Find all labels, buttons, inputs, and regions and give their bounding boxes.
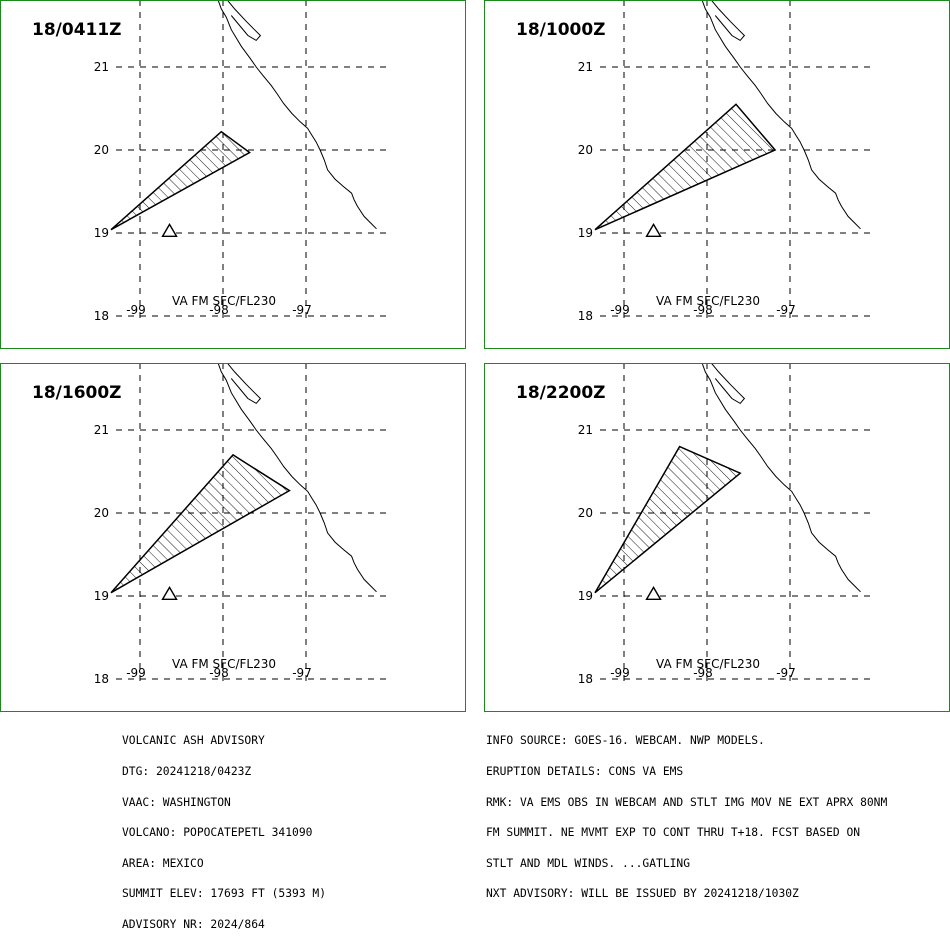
- flight-level-label: VA FM SFC/FL230: [656, 294, 760, 308]
- map-canvas: 21 20 19 18 -99 -98 -97 VA FM SFC/FL230: [578, 1, 870, 323]
- volcano-icon: [161, 222, 178, 238]
- panel-time-label: 18/1600Z: [32, 383, 122, 403]
- volcano-icon: [161, 585, 178, 601]
- lon-tick-label: -97: [292, 303, 312, 317]
- advisory-line: VOLCANIC ASH ADVISORY: [122, 734, 265, 748]
- advisory-line: ADVISORY NR: 2024/864: [122, 917, 265, 931]
- lagoon-outline: [711, 364, 746, 405]
- map-canvas: 21 20 19 18 -99 -98 -97 VA FM SFC/FL230: [578, 364, 870, 686]
- flight-level-label: VA FM SFC/FL230: [172, 657, 276, 671]
- advisory-line: INFO SOURCE: GOES-16. WEBCAM. NWP MODELS…: [486, 734, 765, 748]
- map-canvas: 21 20 19 18 -99 -98 -97 VA FM SFC/FL230: [94, 364, 386, 686]
- map-layer: [110, 1, 386, 318]
- advisory-line: DTG: 20241218/0423Z: [122, 765, 252, 778]
- lagoon-outline: [227, 364, 262, 405]
- volcano-icon: [645, 222, 662, 238]
- lon-tick-label: -98: [693, 303, 713, 317]
- ash-cloud-polygon: [594, 103, 777, 231]
- lagoon-outline: [227, 1, 262, 42]
- lat-tick-label: 18: [578, 309, 593, 323]
- lon-tick-label: -98: [693, 666, 713, 680]
- lon-tick-label: -99: [126, 666, 146, 680]
- advisory-line: ERUPTION DETAILS: CONS VA EMS: [486, 765, 684, 778]
- forecast-panels: 21 20 19 18 -99 -98 -97 VA FM SFC/FL230 21 20 19 18…: [0, 0, 950, 712]
- advisory-text-right: INFO SOURCE: GOES-16. WEBCAM. NWP MODELS…: [486, 716, 887, 910]
- lon-tick-label: -99: [610, 666, 630, 680]
- map-layer: [110, 364, 386, 681]
- lat-tick-label: 20: [578, 506, 593, 520]
- advisory-line: RMK: VA EMS OBS IN WEBCAM AND STLT IMG M…: [486, 795, 888, 809]
- lat-tick-label: 21: [578, 60, 593, 74]
- volcano-icon: [645, 585, 662, 601]
- lat-tick-label: 20: [578, 143, 593, 157]
- lat-tick-label: 21: [94, 423, 109, 437]
- ash-cloud-polygon: [110, 453, 291, 594]
- coastline: [701, 1, 861, 230]
- lat-tick-label: 18: [578, 672, 593, 686]
- lat-tick-label: 20: [94, 143, 109, 157]
- coastline: [217, 364, 377, 593]
- panel-time-label: 18/1000Z: [516, 20, 606, 40]
- flight-level-label: VA FM SFC/FL230: [656, 657, 760, 671]
- lon-tick-label: -97: [292, 666, 312, 680]
- advisory-line: STLT AND MDL WINDS. ...GATLING: [486, 856, 691, 870]
- advisory-line: FM SUMMIT. NE MVMT EXP TO CONT THRU T+18…: [486, 826, 861, 840]
- panel-3: 18/1600Z: [0, 363, 466, 712]
- advisory-line: VAAC: WASHINGTON: [122, 795, 231, 809]
- lon-tick-label: -98: [209, 303, 229, 317]
- map-layer: [594, 364, 870, 681]
- advisory-line: VOLCANO: POPOCATEPETL 341090: [122, 826, 313, 840]
- flight-level-label: VA FM SFC/FL230: [172, 294, 276, 308]
- lat-tick-label: 20: [94, 506, 109, 520]
- panel-time-label: 18/2200Z: [516, 383, 606, 403]
- panel-time-label: 18/0411Z: [32, 20, 122, 40]
- panel-4: 18/2200Z: [484, 363, 950, 712]
- ash-cloud-polygon: [594, 445, 742, 594]
- lat-tick-label: 21: [94, 60, 109, 74]
- lon-tick-label: -97: [776, 303, 796, 317]
- advisory-text-left: VOLCANIC ASH ADVISORY DTG: 20241218/0423…: [122, 716, 326, 940]
- panel-1: 18/0411Z: [0, 0, 466, 349]
- lat-tick-label: 21: [578, 423, 593, 437]
- lat-tick-label: 19: [578, 226, 593, 240]
- lat-tick-label: 18: [94, 309, 109, 323]
- panel-2: 18/1000Z: [484, 0, 950, 349]
- map-layer: [594, 1, 870, 318]
- advisory-line: NXT ADVISORY: WILL BE ISSUED BY 20241218…: [486, 887, 799, 901]
- lat-tick-label: 19: [94, 226, 109, 240]
- lagoon-outline: [711, 1, 746, 42]
- lon-tick-label: -99: [126, 303, 146, 317]
- lon-tick-label: -97: [776, 666, 796, 680]
- advisory-line: AREA: MEXICO: [122, 856, 204, 870]
- advisory-line: SUMMIT ELEV: 17693 FT (5393 M): [122, 887, 327, 901]
- coastline: [701, 364, 861, 593]
- lon-tick-label: -99: [610, 303, 630, 317]
- map-canvas: 21 20 19 18 -99 -98 -97 VA FM SFC/FL230: [94, 1, 386, 323]
- ash-cloud-polygon: [110, 130, 251, 231]
- coastline: [217, 1, 377, 230]
- lat-tick-label: 18: [94, 672, 109, 686]
- lat-tick-label: 19: [578, 589, 593, 603]
- lat-tick-label: 19: [94, 589, 109, 603]
- lon-tick-label: -98: [209, 666, 229, 680]
